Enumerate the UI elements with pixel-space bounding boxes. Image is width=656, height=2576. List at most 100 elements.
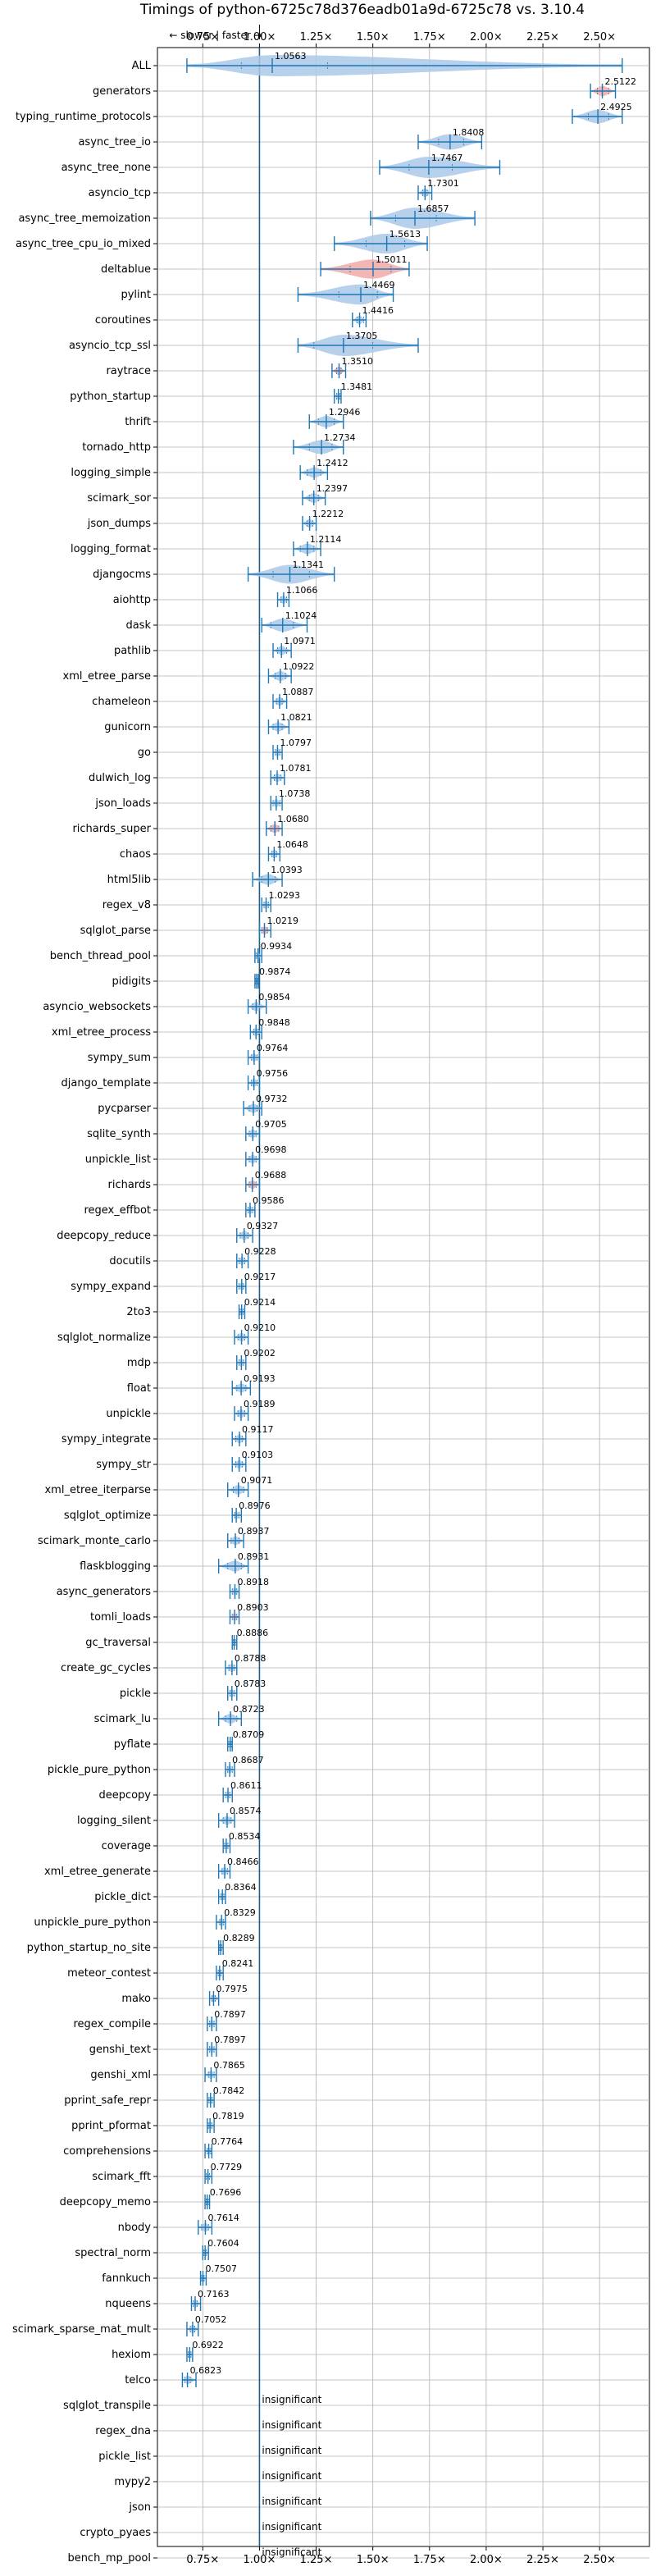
benchmark-label: pprint_safe_repr: [64, 2094, 151, 2107]
median-value-label: 1.2412: [317, 458, 348, 468]
benchmark-label: xml_etree_parse: [63, 670, 151, 683]
tick-label-bottom: 2.25×: [526, 2554, 559, 2566]
benchmark-label: logging_simple: [71, 467, 151, 479]
median-value-label: 0.9217: [244, 1272, 276, 1282]
benchmark-label: pickle_list: [98, 2450, 151, 2463]
median-value-label: 0.8931: [238, 1551, 270, 1562]
benchmark-label: unpickle: [106, 1408, 151, 1420]
benchmark-label: python_startup_no_site: [27, 1942, 151, 1954]
median-value-label: 0.9688: [255, 1170, 287, 1181]
benchmark-label: go: [138, 747, 151, 759]
median-value-label: 1.0821: [280, 712, 312, 723]
benchmark-label: async_tree_cpu_io_mixed: [16, 238, 151, 250]
median-value-label: 0.9934: [261, 941, 293, 952]
median-value-label: 0.7614: [207, 2213, 239, 2223]
benchmark-label: unpickle_pure_python: [34, 1916, 151, 1929]
median-value-label: 0.8788: [235, 1653, 266, 1664]
median-value-label: 2.4925: [600, 102, 632, 112]
benchmark-label: asyncio_tcp: [89, 187, 151, 199]
benchmark-label: sqlglot_optimize: [64, 1510, 151, 1522]
benchmark-label: regex_dna: [95, 2425, 151, 2437]
median-value-label: 1.1024: [285, 610, 317, 621]
median-value-label: 0.9202: [244, 1348, 276, 1359]
benchmark-label: deepcopy_reduce: [57, 1230, 151, 1242]
median-value-label: 0.8918: [238, 1577, 270, 1587]
median-value-label: 0.7897: [214, 2035, 246, 2045]
violins: 1.0563 2.5122 2.4925 1.8408 1.7467 1.7301 1.68…: [181, 51, 636, 2558]
benchmark-label: create_gc_cycles: [61, 1662, 151, 1674]
median-value-label: 0.7729: [211, 2162, 243, 2172]
benchmark-label: aiohttp: [113, 594, 151, 606]
median-value-label: 1.5011: [376, 254, 408, 265]
benchmark-label: telco: [125, 2374, 151, 2386]
benchmark-label: coroutines: [95, 314, 151, 327]
benchmark-label: hexiom: [112, 2349, 151, 2361]
benchmark-label: fannkuch: [102, 2272, 151, 2285]
median-value-label: 0.7764: [212, 2136, 244, 2147]
benchmark-label: async_generators: [57, 1586, 152, 1598]
median-value-label: 1.0922: [283, 661, 315, 672]
median-value-label: 0.7865: [213, 2060, 245, 2071]
median-value-label: 0.8534: [229, 1831, 261, 1842]
median-value-label: 1.2212: [312, 509, 344, 519]
insignificant-label: insignificant: [262, 2445, 321, 2456]
benchmark-label: asyncio_tcp_ssl: [69, 340, 151, 352]
median-value-label: 1.0293: [269, 890, 301, 901]
median-value-label: 0.8364: [225, 1882, 257, 1893]
median-value-label: 1.0797: [280, 738, 312, 748]
median-value-label: 0.9228: [244, 1246, 276, 1257]
insignificant-label: insignificant: [262, 2496, 321, 2507]
benchmark-label: pickle_dict: [94, 1891, 151, 1903]
median-value-label: 0.9214: [244, 1297, 276, 1308]
median-value-label: 0.9210: [244, 1322, 276, 1333]
benchmark-label: sympy_expand: [71, 1281, 151, 1293]
median-value-label: 0.8903: [237, 1602, 269, 1613]
median-value-label: 0.8466: [227, 1857, 259, 1867]
benchmark-label: scimark_monte_carlo: [38, 1535, 151, 1547]
benchmark-label: dask: [125, 619, 151, 632]
median-value-label: 1.0781: [280, 763, 312, 774]
insignificant-label: insignificant: [262, 2419, 321, 2431]
benchmark-label: scimark_fft: [92, 2171, 151, 2183]
median-value-label: 1.6857: [417, 203, 449, 214]
benchmark-label: logging_format: [71, 543, 151, 555]
median-value-label: 1.0648: [276, 839, 308, 850]
median-value-label: 1.7301: [427, 178, 459, 189]
median-value-label: 0.8289: [223, 1933, 255, 1943]
benchmark-label: raytrace: [106, 365, 151, 377]
median-value-label: 1.4469: [363, 280, 395, 290]
median-value-label: 0.9848: [258, 1017, 290, 1028]
median-value-label: 0.9117: [242, 1424, 274, 1435]
median-value-label: 0.8709: [233, 1729, 265, 1740]
median-value-label: 0.8886: [237, 1628, 269, 1638]
median-value-label: 0.8574: [230, 1806, 262, 1816]
median-value-label: 1.2946: [329, 407, 361, 418]
benchmark-label: coverage: [102, 1840, 151, 1852]
benchmark-label: deltablue: [101, 263, 151, 276]
median-value-label: 0.9756: [257, 1068, 289, 1079]
benchmark-label: nqueens: [105, 2298, 151, 2310]
benchmark-label: sympy_str: [96, 1459, 151, 1471]
benchmark-label: json_dumps: [87, 518, 151, 530]
tick-label-top: 0.75×: [186, 31, 219, 43]
median-value-label: 0.9189: [244, 1399, 276, 1409]
insignificant-label: insignificant: [262, 2470, 321, 2482]
median-value-label: 0.7696: [210, 2187, 241, 2198]
median-value-label: 1.2114: [310, 534, 342, 545]
median-value-label: 1.1066: [286, 585, 318, 596]
benchmark-label: python_startup: [70, 391, 151, 403]
benchmark-label: json: [128, 2501, 151, 2514]
benchmark-label: json_loads: [94, 797, 151, 810]
benchmark-label: scimark_lu: [94, 1713, 151, 1725]
median-value-label: 1.3510: [341, 356, 373, 367]
insignificant-label: insignificant: [262, 2546, 321, 2558]
benchmark-label: pprint_pformat: [71, 2120, 151, 2132]
benchmark-label: unpickle_list: [85, 1153, 151, 1166]
benchmark-label: regex_effbot: [84, 1204, 151, 1217]
median-value-label: 0.9327: [247, 1221, 279, 1231]
median-value-label: 1.0738: [279, 788, 311, 799]
median-value-label: 1.0219: [266, 916, 298, 926]
median-value-label: 1.0971: [284, 636, 316, 646]
tick-label-bottom: 0.75×: [186, 2554, 219, 2566]
benchmark-label: float: [127, 1382, 151, 1395]
